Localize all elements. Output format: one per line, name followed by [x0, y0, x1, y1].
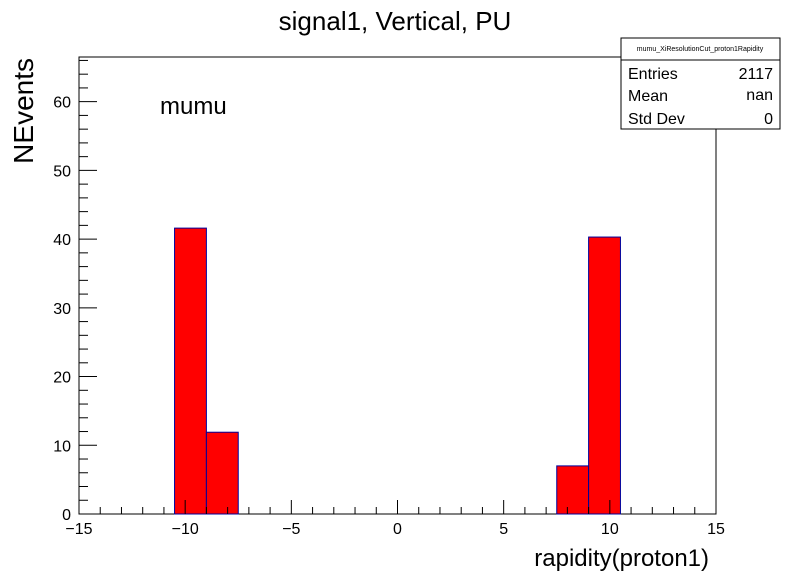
histogram-bar-3: [588, 236, 621, 515]
y-axis-label: NEvents: [8, 58, 39, 164]
histogram-bar-2: [556, 465, 590, 515]
y-tick-label: 50: [53, 163, 71, 180]
x-tick-label: 15: [707, 521, 725, 538]
x-tick-label: 5: [499, 521, 508, 538]
histogram-bar-1: [205, 431, 239, 515]
x-tick-label: 10: [601, 521, 619, 538]
y-tick-label: 10: [53, 438, 71, 455]
stats-stddev-label: Std Dev: [628, 111, 685, 128]
stats-entries-value: 2117: [739, 66, 774, 83]
y-tick-label: 30: [53, 301, 71, 318]
histogram-bar-0: [174, 227, 207, 515]
annotation-label: mumu: [160, 93, 227, 120]
stats-box: mumu_XiResolutionCut_proton1Rapidity Ent…: [620, 37, 781, 130]
y-tick-label: 60: [53, 95, 71, 112]
stats-box-name: mumu_XiResolutionCut_proton1Rapidity: [637, 46, 764, 53]
histogram-bars: [174, 227, 621, 515]
x-axis-label: rapidity(proton1): [534, 545, 709, 572]
x-tick-label: −10: [172, 521, 199, 538]
chart-title: signal1, Vertical, PU: [279, 6, 512, 36]
x-axis-ticks: −15 −10 −5 0 5 10 15: [65, 500, 725, 538]
y-tick-label: 40: [53, 232, 71, 249]
stats-stddev-value: 0: [764, 111, 773, 128]
stats-mean-value: nan: [746, 87, 773, 104]
stats-entries-label: Entries: [628, 66, 678, 83]
y-axis-ticks: 0 10 20 30 40 50 60: [53, 59, 97, 524]
x-tick-label: −15: [65, 521, 92, 538]
x-tick-label: −5: [282, 521, 300, 538]
x-tick-label: 0: [393, 521, 402, 538]
y-tick-label: 20: [53, 370, 71, 387]
stats-mean-label: Mean: [628, 88, 668, 105]
y-tick-label: 0: [62, 507, 71, 524]
